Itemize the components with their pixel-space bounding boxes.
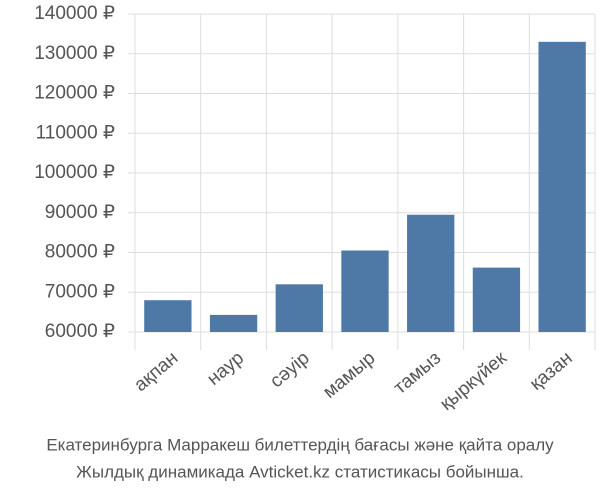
x-tick-label: қазан (526, 348, 577, 395)
x-tick-label: мамыр (319, 348, 379, 403)
bar (144, 300, 192, 332)
y-tick-label: 60000 ₽ (45, 321, 115, 342)
y-tick-label: 130000 ₽ (34, 43, 115, 64)
bar (275, 284, 323, 332)
y-tick-label: 120000 ₽ (34, 83, 115, 104)
y-tick-label: 100000 ₽ (34, 162, 115, 183)
y-tick-label: 110000 ₽ (36, 122, 115, 143)
x-tick-label: сәуір (266, 348, 313, 393)
bar (209, 314, 258, 332)
x-tick-label: тамыз (390, 348, 445, 399)
caption-line: Екатеринбурга Марракеш билеттердің бағас… (46, 435, 554, 454)
y-tick-label: 70000 ₽ (45, 281, 115, 302)
x-tick-label: ақпан (130, 348, 182, 396)
bar (538, 41, 586, 332)
bar (472, 267, 521, 332)
bar (341, 250, 389, 332)
x-tick-label: қыркүйек (436, 347, 511, 415)
caption-line: Жылдық динамикада Avticket.kz статистика… (76, 462, 524, 481)
x-tick-label: наур (203, 348, 248, 390)
bar (407, 214, 455, 332)
y-tick-label: 90000 ₽ (45, 202, 115, 223)
y-tick-label: 80000 ₽ (45, 242, 115, 263)
y-tick-label: 140000 ₽ (34, 3, 115, 24)
